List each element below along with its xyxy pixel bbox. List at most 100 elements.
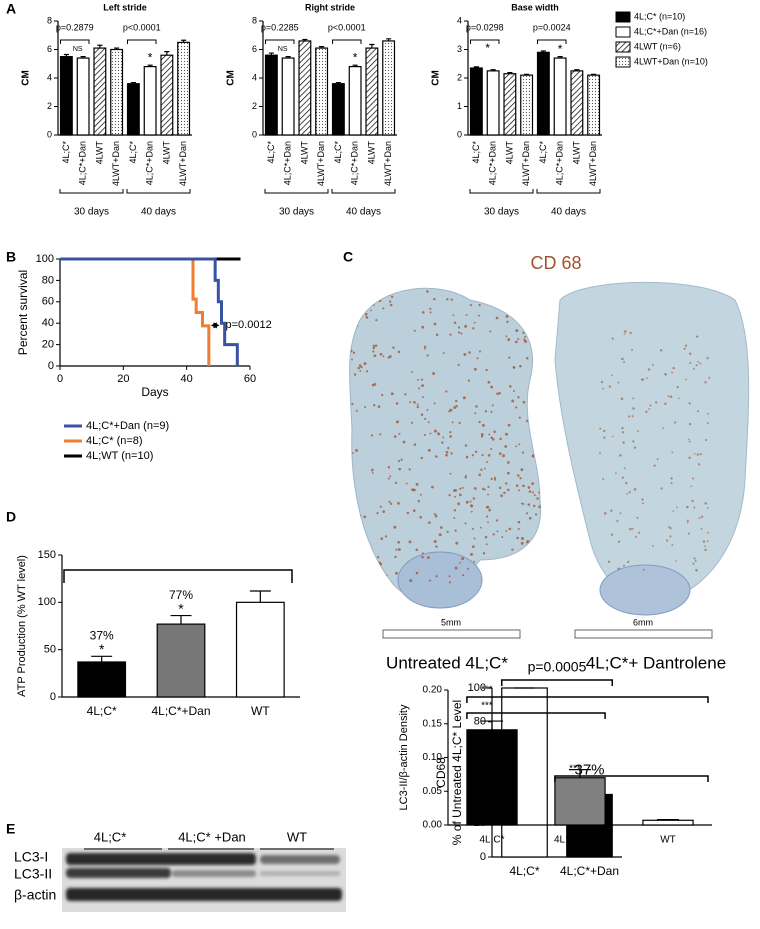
x-tick-label: 4L;C* — [538, 141, 548, 164]
stain — [412, 509, 416, 512]
stain — [620, 397, 624, 401]
group-line — [264, 189, 329, 194]
y-tick-label: 0 — [47, 129, 52, 139]
stain — [471, 527, 474, 530]
stain — [442, 352, 445, 354]
stain — [514, 340, 518, 344]
survival-line — [60, 257, 239, 366]
stain — [611, 337, 614, 340]
y-tick-label: 0.10 — [423, 752, 443, 763]
stain — [428, 521, 431, 524]
stain — [486, 460, 489, 464]
stain — [472, 327, 475, 330]
stain — [431, 485, 434, 489]
stain — [487, 493, 489, 496]
legend-label: 4L;C* (n=8) — [86, 435, 143, 447]
stain — [426, 354, 429, 357]
y-tick-label: 6 — [47, 44, 52, 54]
stain — [498, 392, 502, 395]
stain — [654, 401, 658, 404]
stain — [616, 519, 619, 522]
error-bar — [91, 655, 113, 662]
stain — [364, 582, 367, 585]
stain — [664, 402, 667, 405]
stain — [704, 502, 708, 505]
stain — [536, 497, 539, 500]
x-tick-label: 4L;C* — [61, 141, 71, 164]
bar — [315, 47, 329, 136]
stain — [356, 529, 360, 533]
stain — [355, 409, 358, 412]
stain — [491, 404, 494, 407]
stain — [510, 296, 513, 299]
stain — [707, 531, 710, 534]
stain — [438, 533, 442, 537]
stain — [472, 497, 476, 500]
stain — [688, 352, 692, 356]
stain — [487, 485, 490, 488]
stain — [465, 455, 469, 459]
stain — [439, 526, 443, 529]
stain — [415, 548, 419, 552]
stain — [478, 473, 482, 477]
error-bar — [507, 71, 513, 74]
legend-label: 4L;C*+Dan (n=16) — [634, 26, 707, 36]
stain — [518, 489, 521, 492]
legend-swatch — [615, 11, 631, 23]
stain — [623, 360, 626, 363]
stain — [671, 544, 674, 547]
stain — [417, 499, 420, 503]
stain — [685, 378, 688, 381]
stain — [422, 396, 424, 399]
stain — [410, 285, 412, 287]
stain — [368, 297, 371, 300]
stain — [388, 500, 391, 503]
stain — [683, 347, 686, 350]
bar — [110, 48, 124, 136]
stain — [533, 428, 536, 431]
stain — [632, 397, 635, 400]
stain — [533, 493, 536, 496]
x-tick-label: 4LWT+Dan — [588, 141, 598, 186]
stain — [460, 332, 463, 335]
stain — [480, 526, 482, 529]
stain — [687, 532, 690, 535]
stain — [473, 537, 476, 540]
stain — [357, 514, 360, 517]
stain — [669, 526, 672, 530]
error-bar — [164, 51, 170, 56]
error-bar — [386, 38, 392, 41]
stain — [492, 570, 496, 573]
stain — [512, 390, 515, 392]
stain — [459, 285, 461, 287]
y-axis-label: % of Untreated 4L;C* Level — [450, 700, 464, 845]
stain — [668, 525, 671, 528]
stain — [534, 295, 537, 298]
stain — [515, 484, 519, 488]
panel-label: D — [6, 509, 16, 525]
stain — [454, 566, 458, 570]
stain — [415, 571, 419, 575]
stain — [382, 355, 385, 358]
stain — [526, 300, 529, 303]
stain — [474, 412, 477, 415]
stain — [539, 375, 541, 379]
stain — [538, 505, 541, 509]
stain — [468, 351, 471, 354]
stain — [506, 320, 509, 324]
stain — [464, 288, 467, 290]
stain — [389, 475, 392, 478]
bar — [59, 56, 73, 136]
stain — [528, 516, 532, 520]
annotation: NS — [278, 46, 288, 53]
stain — [693, 453, 696, 455]
stain — [631, 415, 634, 418]
blot-group: 4L;C* +Dan — [178, 829, 246, 844]
stain — [493, 476, 496, 479]
stain — [426, 408, 429, 411]
stain — [521, 550, 524, 554]
stain — [453, 321, 457, 325]
stain — [527, 486, 531, 489]
stain — [370, 468, 374, 472]
